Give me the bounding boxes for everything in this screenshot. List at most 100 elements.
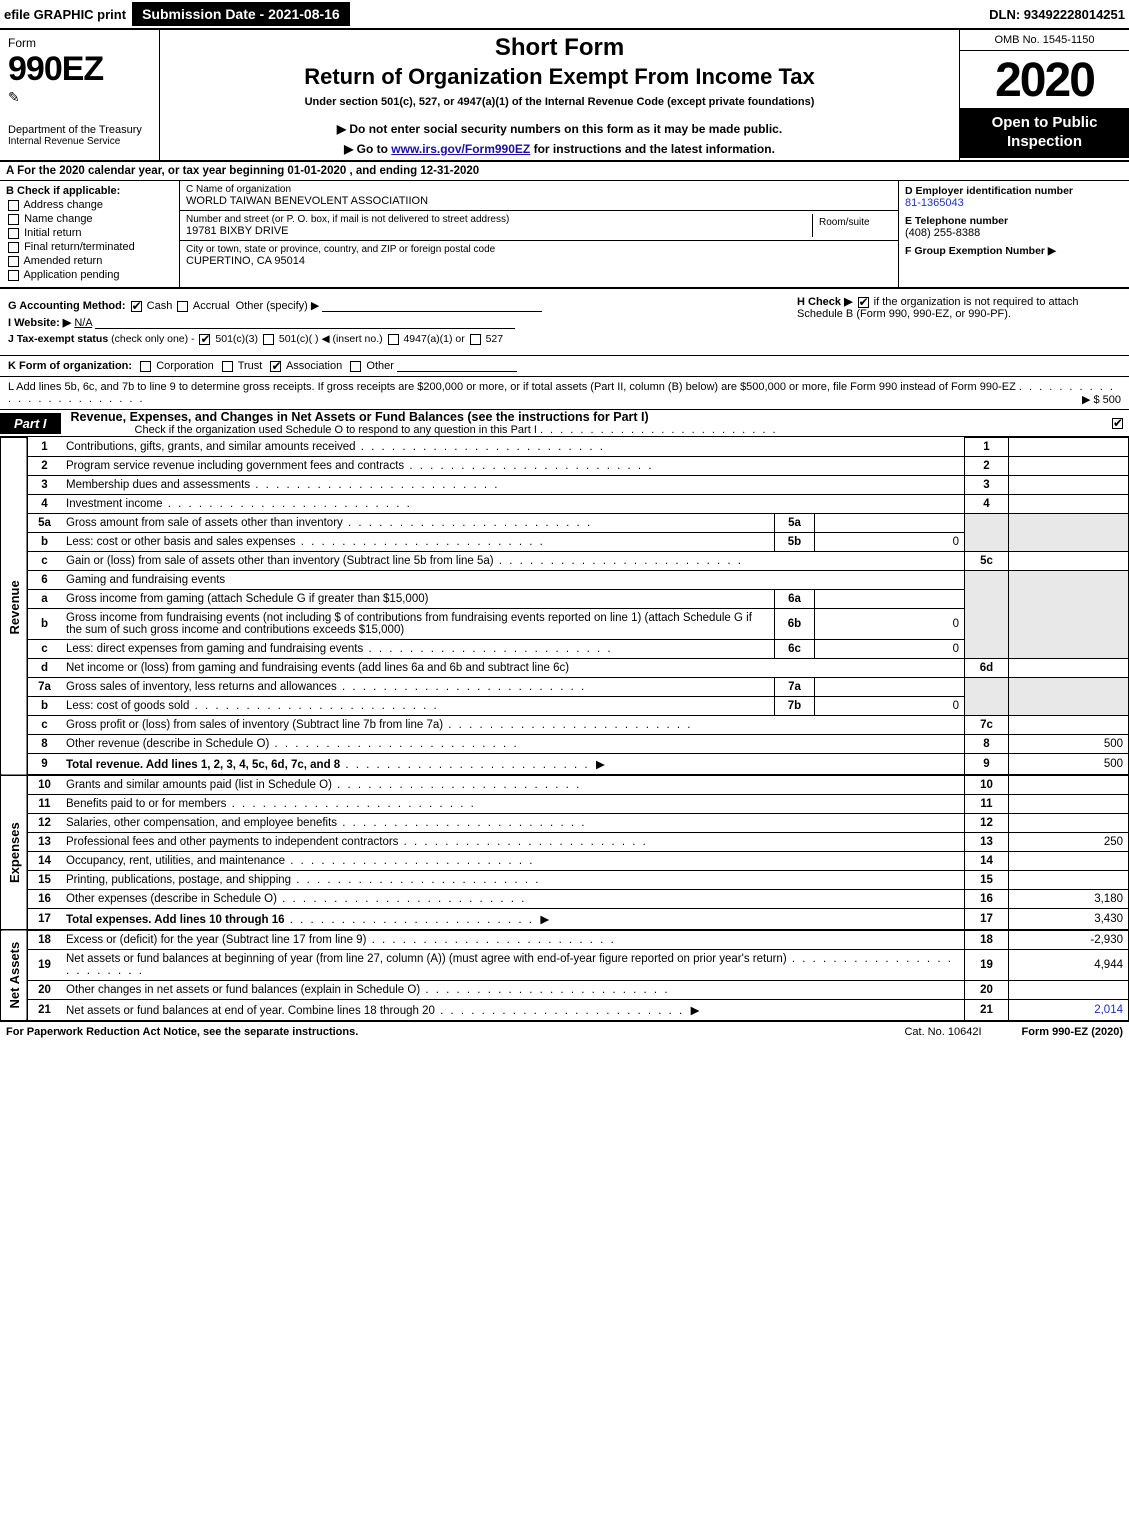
- cat-no: Cat. No. 10642I: [904, 1026, 981, 1038]
- chk-501c3[interactable]: [199, 334, 210, 345]
- chk-corporation[interactable]: [140, 361, 151, 372]
- chk-address-change[interactable]: Address change: [6, 199, 173, 211]
- g-line: G Accounting Method: Cash Accrual Other …: [8, 299, 781, 312]
- org-name: WORLD TAIWAN BENEVOLENT ASSOCIATIION: [186, 195, 892, 207]
- line-1-desc: Contributions, gifts, grants, and simila…: [61, 438, 965, 457]
- line-1-num: 1: [27, 438, 61, 457]
- chk-application-pending[interactable]: Application pending: [6, 269, 173, 281]
- line-2-desc: Program service revenue including govern…: [61, 457, 965, 476]
- g-label: G Accounting Method:: [8, 300, 126, 312]
- part1-table: Revenue 1 Contributions, gifts, grants, …: [0, 437, 1129, 1021]
- under-section: Under section 501(c), 527, or 4947(a)(1)…: [170, 96, 949, 108]
- header-right: OMB No. 1545-1150 2020 Open to Public In…: [959, 30, 1129, 160]
- expenses-side-label: Expenses: [1, 775, 28, 930]
- g-h-i-j-block: G Accounting Method: Cash Accrual Other …: [0, 289, 1129, 356]
- footer: For Paperwork Reduction Act Notice, see …: [0, 1021, 1129, 1042]
- j-line: J Tax-exempt status (check only one) - 5…: [8, 333, 781, 345]
- chk-accrual[interactable]: [177, 301, 188, 312]
- chk-part1-schedule-o[interactable]: [1112, 418, 1123, 429]
- irs-link[interactable]: www.irs.gov/Form990EZ: [391, 142, 530, 156]
- j-label: J Tax-exempt status: [8, 333, 108, 345]
- f-label: F Group Exemption Number ▶: [905, 245, 1123, 257]
- line-16-val: 3,180: [1009, 890, 1129, 909]
- e-label: E Telephone number: [905, 215, 1123, 227]
- d-label: D Employer identification number: [905, 185, 1123, 197]
- line-13-val: 250: [1009, 833, 1129, 852]
- section-b-block: B Check if applicable: Address change Na…: [0, 181, 1129, 289]
- l-text: L Add lines 5b, 6c, and 7b to line 9 to …: [8, 381, 1016, 393]
- col-b: B Check if applicable: Address change Na…: [0, 181, 180, 287]
- chk-trust[interactable]: [222, 361, 233, 372]
- h-block: H Check ▶ if the organization is not req…: [789, 289, 1129, 355]
- chk-h[interactable]: [858, 297, 869, 308]
- org-street: 19781 BIXBY DRIVE: [186, 225, 812, 237]
- chk-final-return[interactable]: Final return/terminated: [6, 241, 173, 253]
- chk-527[interactable]: [470, 334, 481, 345]
- form-header: Form 990EZ ✎ Department of the Treasury …: [0, 30, 1129, 162]
- k-line: K Form of organization: Corporation Trus…: [0, 356, 1129, 377]
- chk-501c[interactable]: [263, 334, 274, 345]
- department: Department of the Treasury: [8, 124, 151, 136]
- phone: (408) 255-8388: [905, 227, 1123, 239]
- top-bar: efile GRAPHIC print Submission Date - 20…: [0, 0, 1129, 30]
- b-label: B Check if applicable:: [6, 185, 173, 197]
- part1-tab: Part I: [0, 413, 61, 434]
- part1-header: Part I Revenue, Expenses, and Changes in…: [0, 410, 1129, 437]
- line-17-val: 3,430: [1009, 909, 1129, 931]
- header-center: Short Form Return of Organization Exempt…: [160, 30, 959, 160]
- revenue-side-label: Revenue: [1, 438, 28, 776]
- line-19-val: 4,944: [1009, 950, 1129, 981]
- col-c: C Name of organization WORLD TAIWAN BENE…: [180, 181, 899, 287]
- room-suite-label: Room/suite: [812, 214, 892, 237]
- chk-association[interactable]: [270, 361, 281, 372]
- chk-name-change[interactable]: Name change: [6, 213, 173, 225]
- g-left: G Accounting Method: Cash Accrual Other …: [0, 289, 789, 355]
- chk-other-org[interactable]: [350, 361, 361, 372]
- form-footer: Form 990-EZ (2020): [1022, 1026, 1123, 1038]
- line-21-val: 2,014: [1009, 1000, 1129, 1021]
- c-addr-label: Number and street (or P. O. box, if mail…: [186, 214, 812, 225]
- i-label: I Website: ▶: [8, 317, 71, 329]
- form-label: Form: [8, 36, 151, 50]
- chk-amended-return[interactable]: Amended return: [6, 255, 173, 267]
- h-label: H Check ▶: [797, 296, 853, 308]
- paperwork-notice: For Paperwork Reduction Act Notice, see …: [6, 1026, 358, 1038]
- part1-title: Revenue, Expenses, and Changes in Net As…: [61, 410, 1112, 436]
- ssn-notice: ▶ Do not enter social security numbers o…: [170, 122, 949, 136]
- open-to-public: Open to Public Inspection: [960, 108, 1129, 158]
- i-line: I Website: ▶ N/A: [8, 316, 781, 329]
- goto-post: for instructions and the latest informat…: [530, 142, 775, 156]
- omb-number: OMB No. 1545-1150: [960, 30, 1129, 51]
- chk-cash[interactable]: [131, 301, 142, 312]
- netassets-side-label: Net Assets: [1, 930, 28, 1021]
- tax-year: 2020: [960, 51, 1129, 108]
- form-number: 990EZ: [8, 50, 151, 89]
- l-line: L Add lines 5b, 6c, and 7b to line 9 to …: [0, 377, 1129, 410]
- short-form-title: Short Form: [170, 34, 949, 62]
- org-city: CUPERTINO, CA 95014: [186, 255, 892, 267]
- irs: Internal Revenue Service: [8, 136, 151, 147]
- k-label: K Form of organization:: [8, 360, 132, 372]
- submission-date: Submission Date - 2021-08-16: [132, 2, 350, 26]
- dln: DLN: 93492228014251: [989, 7, 1125, 22]
- return-title: Return of Organization Exempt From Incom…: [170, 64, 949, 90]
- c-city-label: City or town, state or province, country…: [186, 244, 892, 255]
- chk-initial-return[interactable]: Initial return: [6, 227, 173, 239]
- col-d: D Employer identification number 81-1365…: [899, 181, 1129, 287]
- l-arrow: ▶ $ 500: [1082, 393, 1121, 406]
- line-18-val: -2,930: [1009, 930, 1129, 950]
- line-9-val: 500: [1009, 754, 1129, 776]
- part1-sub: Check if the organization used Schedule …: [135, 424, 537, 436]
- goto-pre: ▶ Go to: [344, 142, 391, 156]
- header-left: Form 990EZ ✎ Department of the Treasury …: [0, 30, 160, 160]
- line-1-val: [1009, 438, 1129, 457]
- line-2-num: 2: [27, 457, 61, 476]
- ein: 81-1365043: [905, 197, 1123, 209]
- website: N/A: [74, 317, 92, 329]
- line-1-box: 1: [965, 438, 1009, 457]
- line-8-val: 500: [1009, 735, 1129, 754]
- efile-label: efile GRAPHIC print: [4, 7, 126, 22]
- chk-4947[interactable]: [388, 334, 399, 345]
- goto-line: ▶ Go to www.irs.gov/Form990EZ for instru…: [170, 142, 949, 156]
- c-name-label: C Name of organization: [186, 184, 892, 195]
